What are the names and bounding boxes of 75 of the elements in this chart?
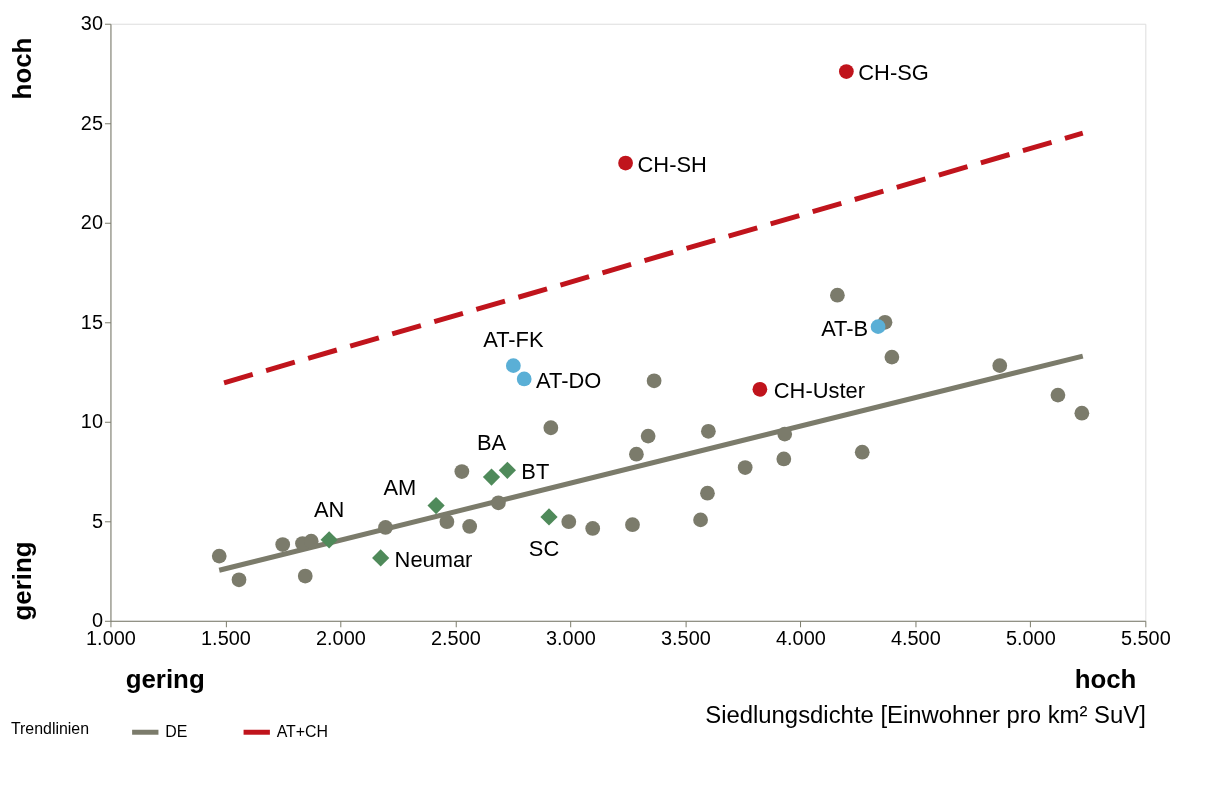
point xyxy=(737,460,753,475)
point xyxy=(1074,405,1090,421)
point xyxy=(585,521,601,536)
x-tick-label: 1.500 xyxy=(201,627,251,650)
x-axis-title: Siedlungsdichte [Einwohner pro km² SuV] xyxy=(705,700,1146,728)
y-tick-label: 25 xyxy=(80,111,103,134)
text: gering xyxy=(7,541,36,621)
point xyxy=(1050,387,1066,403)
point xyxy=(231,572,247,588)
annotation: AM xyxy=(383,474,417,500)
annotation: Neumar xyxy=(394,546,473,572)
point xyxy=(498,461,516,479)
point xyxy=(372,549,390,567)
annotation: SC xyxy=(528,535,560,561)
y-tick-label: 15 xyxy=(80,310,103,333)
annotation: BA xyxy=(476,430,507,456)
point xyxy=(543,420,559,436)
point xyxy=(777,426,793,442)
point xyxy=(992,358,1008,374)
legend-label: AT+CH xyxy=(276,723,329,741)
point xyxy=(320,531,338,549)
point xyxy=(561,514,577,530)
y-tick-label: 5 xyxy=(91,509,103,532)
x-tick-label: 4.500 xyxy=(890,627,941,650)
point xyxy=(700,485,715,501)
point xyxy=(838,64,854,79)
point xyxy=(625,517,640,533)
x-tick-label: 3.000 xyxy=(546,627,596,650)
annotation: CH-SH xyxy=(637,152,707,178)
point xyxy=(701,423,716,439)
point xyxy=(211,548,227,564)
point xyxy=(752,381,768,397)
point xyxy=(505,358,521,374)
x-tick-label: 2.500 xyxy=(431,627,481,650)
annotation: CH-Uster xyxy=(773,378,865,404)
point xyxy=(854,444,870,460)
annotation: AT-FK xyxy=(483,326,544,352)
point xyxy=(516,371,532,387)
legend-title: Trendlinien xyxy=(10,720,90,738)
point xyxy=(776,451,792,467)
annotation: AN xyxy=(313,496,345,522)
annotation: AT-DO xyxy=(536,367,602,393)
point xyxy=(693,512,708,528)
point xyxy=(439,514,455,530)
point xyxy=(629,446,644,462)
legend-label: DE xyxy=(165,723,188,741)
x-tick-label: 3.500 xyxy=(660,627,711,650)
point xyxy=(830,287,845,303)
point xyxy=(297,568,313,584)
point xyxy=(870,319,886,335)
x-tick-label: 2.000 xyxy=(316,627,366,650)
text: hoch xyxy=(7,37,36,100)
annotation: AT-B xyxy=(821,315,869,341)
point xyxy=(454,464,470,479)
point xyxy=(646,373,662,389)
point xyxy=(884,349,900,365)
y-tick-label: 20 xyxy=(80,211,103,234)
y-tick-label: 10 xyxy=(80,410,103,433)
text: hoch xyxy=(1074,665,1137,694)
point xyxy=(427,496,445,515)
point xyxy=(482,468,501,486)
annotation: BT xyxy=(521,459,550,485)
point xyxy=(275,537,291,552)
point xyxy=(491,495,506,511)
text: gering xyxy=(125,665,205,694)
point xyxy=(378,520,393,535)
x-tick-label: 5.000 xyxy=(1005,627,1056,650)
x-tick-label: 5.500 xyxy=(1120,627,1171,650)
annotation: CH-SG xyxy=(858,60,929,86)
y-tick-label: 30 xyxy=(80,12,103,35)
point xyxy=(540,508,558,526)
x-tick-label: 4.000 xyxy=(775,627,826,650)
point xyxy=(640,428,656,444)
point xyxy=(618,155,633,171)
point xyxy=(462,519,478,534)
